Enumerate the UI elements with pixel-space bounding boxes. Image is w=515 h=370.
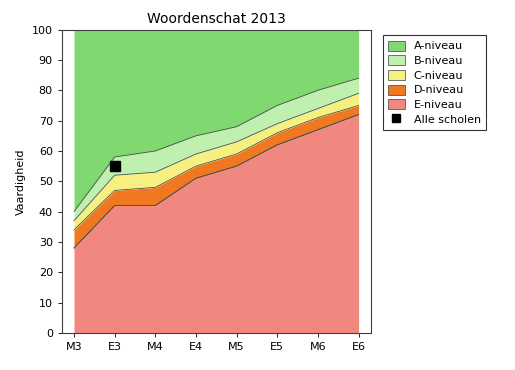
Title: Woordenschat 2013: Woordenschat 2013	[147, 12, 286, 26]
Y-axis label: Vaardigheid: Vaardigheid	[16, 148, 26, 215]
Legend: A-niveau, B-niveau, C-niveau, D-niveau, E-niveau, Alle scholen: A-niveau, B-niveau, C-niveau, D-niveau, …	[383, 35, 486, 130]
